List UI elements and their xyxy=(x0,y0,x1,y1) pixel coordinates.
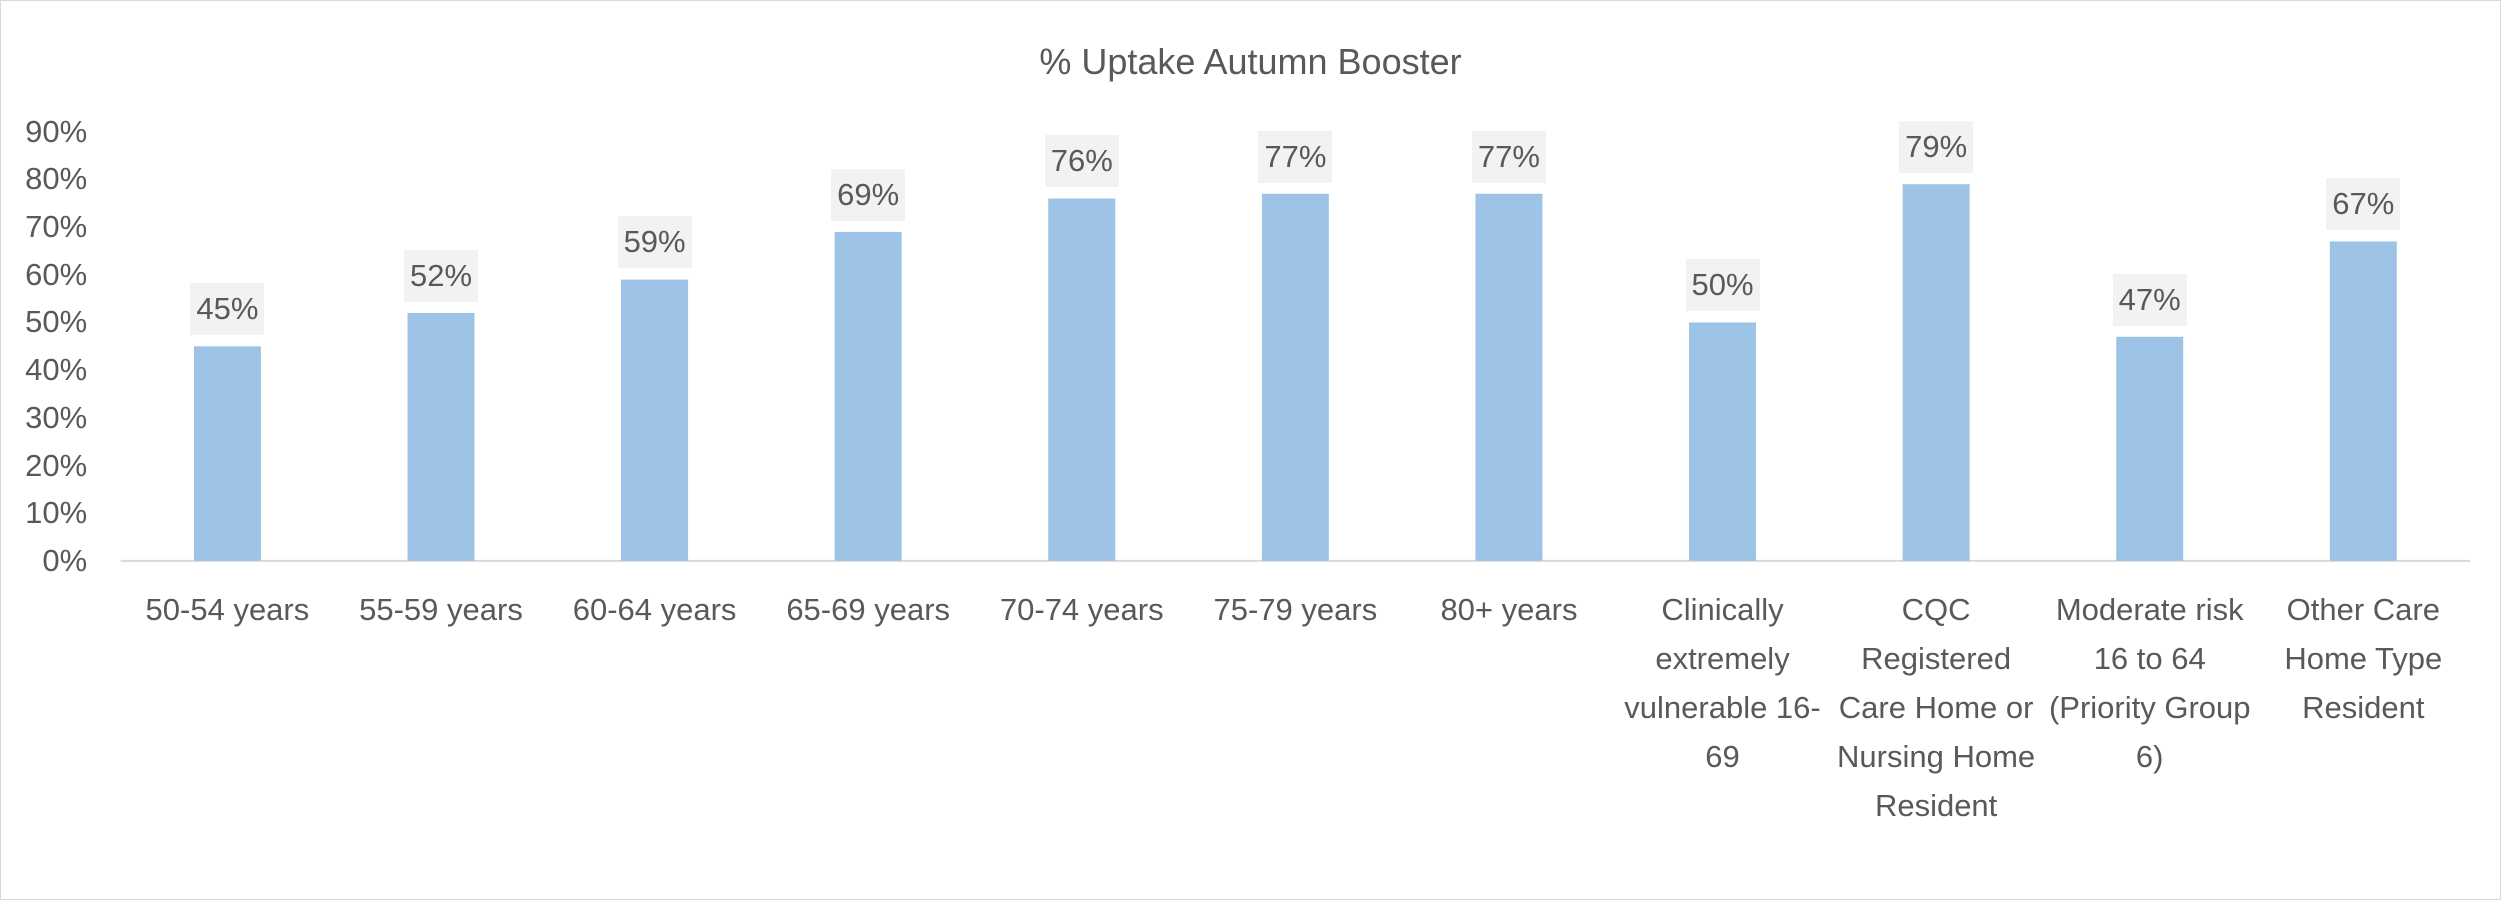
x-tick-label: 55-59 years xyxy=(359,591,523,627)
bar xyxy=(1902,184,1970,561)
x-tick-label: 50-54 years xyxy=(145,591,310,627)
data-label: 69% xyxy=(831,168,906,221)
x-tick-label: Moderate risk 16 to 64 (Priority Group 6… xyxy=(2048,591,2251,774)
data-label: 47% xyxy=(2112,273,2187,326)
data-label: 50% xyxy=(1685,259,1760,312)
data-label: 76% xyxy=(1044,135,1119,188)
y-tick-label: 50% xyxy=(25,304,88,340)
x-tick-label: 60-64 years xyxy=(572,591,737,627)
data-label: 77% xyxy=(1471,130,1546,183)
data-label: 52% xyxy=(403,249,479,302)
bar xyxy=(1689,322,1757,561)
bar xyxy=(1261,193,1329,561)
x-tick-label: Clinically extremely vulnerable 16-69 xyxy=(1624,591,1821,774)
y-tick-label: 10% xyxy=(25,495,88,531)
y-tick-label: 70% xyxy=(25,209,88,245)
chart-title: % Uptake Autumn Booster xyxy=(1039,41,1462,82)
data-label: 77% xyxy=(1258,130,1333,183)
bar xyxy=(1048,198,1116,561)
x-tick-label: 70-74 years xyxy=(999,591,1164,627)
x-tick-label: 75-79 years xyxy=(1213,591,1378,627)
x-tick-label: Other Care Home Type Resident xyxy=(2284,591,2443,725)
y-tick-label: 20% xyxy=(25,447,88,483)
data-label: 67% xyxy=(2326,178,2401,231)
y-tick-label: 90% xyxy=(25,113,88,149)
bar xyxy=(1475,193,1543,561)
x-tick-label: 65-69 years xyxy=(786,591,951,627)
bar xyxy=(2116,336,2184,561)
y-tick-label: 30% xyxy=(25,399,88,435)
bar xyxy=(834,231,902,561)
data-label: 79% xyxy=(1899,121,1974,174)
y-tick-label: 0% xyxy=(42,542,88,578)
x-tick-label: 80+ years xyxy=(1440,591,1578,627)
data-label: 59% xyxy=(617,216,692,269)
y-tick-label: 60% xyxy=(25,256,88,292)
y-tick-label: 40% xyxy=(25,352,88,388)
x-tick-label: CQC Registered Care Home or Nursing Home… xyxy=(1837,591,2036,823)
data-label: 45% xyxy=(190,283,265,336)
y-tick-label: 80% xyxy=(25,161,88,197)
bar xyxy=(2329,241,2397,561)
bar xyxy=(407,312,475,561)
bar xyxy=(621,279,689,561)
bar xyxy=(193,346,261,561)
